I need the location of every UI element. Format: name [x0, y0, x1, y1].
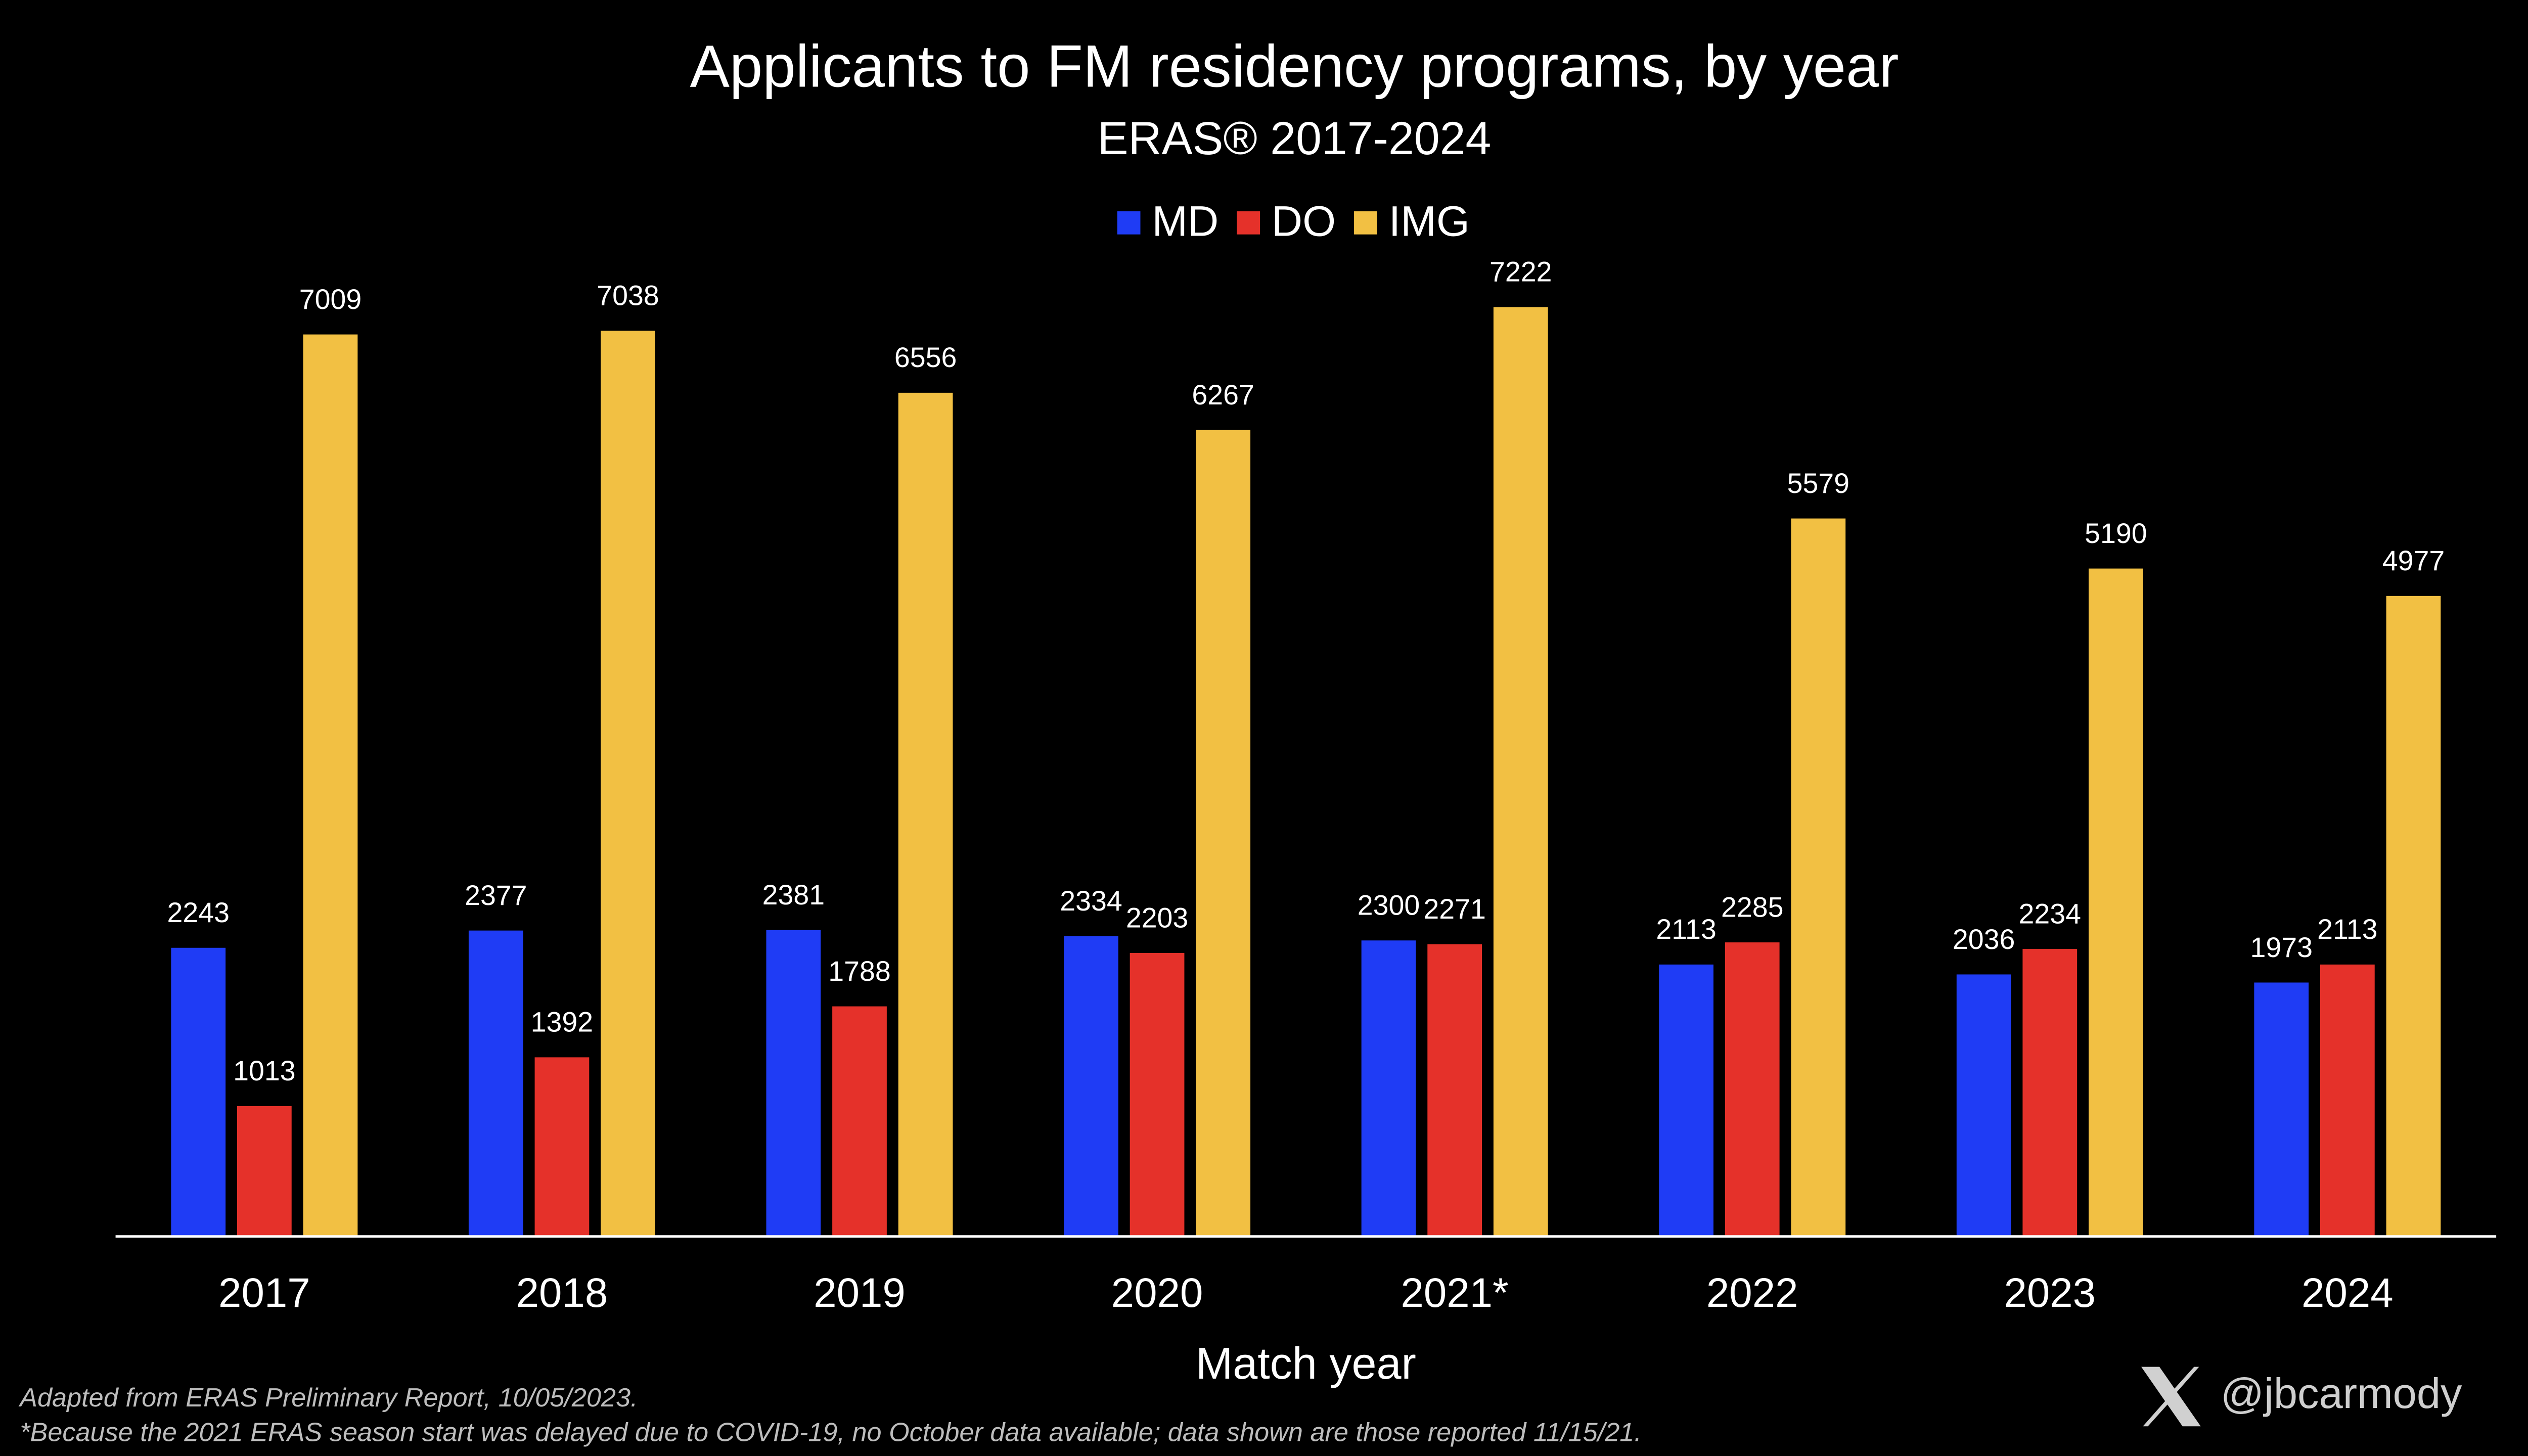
data-label: 7222 — [1489, 256, 1552, 288]
data-label: 2377 — [465, 880, 527, 911]
data-label: 2334 — [1060, 885, 1122, 917]
chart-title: Applicants to FM residency programs, by … — [690, 33, 1899, 99]
data-label: 5190 — [2085, 518, 2147, 549]
bar — [1956, 974, 2011, 1237]
bar — [1361, 940, 1416, 1237]
footnote: *Because the 2021 ERAS season start was … — [20, 1418, 1642, 1447]
data-label: 7038 — [597, 280, 659, 311]
legend-swatch — [1237, 211, 1260, 235]
legend-swatch — [1117, 211, 1141, 235]
bar — [1659, 964, 1713, 1237]
data-label: 1392 — [531, 1007, 593, 1038]
legend-label: IMG — [1389, 197, 1470, 245]
bar — [2320, 964, 2375, 1237]
data-label: 5579 — [1787, 468, 1849, 499]
legend-label: DO — [1272, 197, 1336, 245]
x-tick-label: 2021* — [1401, 1270, 1508, 1316]
x-tick-label: 2019 — [814, 1270, 906, 1316]
source-note: Adapted from ERAS Preliminary Report, 10… — [18, 1383, 638, 1413]
data-label: 1788 — [828, 956, 890, 987]
data-label: 2285 — [1721, 891, 1783, 923]
x-tick-label: 2024 — [2301, 1270, 2394, 1316]
data-label: 7009 — [299, 284, 362, 315]
bar — [832, 1006, 887, 1237]
bar — [2254, 982, 2309, 1237]
bar — [898, 392, 953, 1237]
bar — [1791, 518, 1846, 1237]
legend-item: DO — [1237, 197, 1336, 245]
bar — [2089, 568, 2143, 1237]
legend-item: IMG — [1354, 197, 1470, 245]
data-label: 6556 — [894, 342, 957, 373]
bar — [534, 1057, 590, 1237]
data-label: 2113 — [2317, 914, 2377, 945]
handle: @jbcarmody — [2221, 1369, 2462, 1417]
bar — [303, 334, 358, 1237]
legend-swatch — [1354, 211, 1377, 235]
bar — [1130, 952, 1185, 1237]
x-tick-label: 2022 — [1706, 1270, 1798, 1316]
bar — [1196, 430, 1251, 1237]
data-label: 6267 — [1192, 379, 1254, 411]
data-label: 1973 — [2250, 932, 2313, 963]
data-label: 2300 — [1358, 890, 1420, 921]
bar — [1064, 936, 1118, 1237]
bar — [1427, 944, 1482, 1237]
data-label: 2381 — [762, 879, 825, 911]
x-tick-label: 2017 — [218, 1270, 310, 1316]
data-label: 2036 — [1953, 924, 2015, 955]
bar — [601, 331, 655, 1237]
data-label: 2234 — [2019, 898, 2081, 929]
bar — [1493, 307, 1548, 1237]
bar — [2022, 949, 2078, 1237]
bar — [1725, 942, 1780, 1237]
x-tick-label: 2018 — [516, 1270, 608, 1316]
x-axis-label: Match year — [1196, 1338, 1416, 1388]
data-label: 2243 — [167, 897, 230, 928]
data-label: 2203 — [1126, 902, 1188, 933]
bar — [171, 947, 226, 1237]
bar — [766, 930, 821, 1237]
data-label: 2113 — [1656, 914, 1716, 945]
chart-subtitle: ERAS® 2017-2024 — [1098, 113, 1492, 164]
x-tick-label: 2023 — [2004, 1270, 2096, 1316]
x-tick-label: 2020 — [1111, 1270, 1203, 1316]
bar — [2386, 596, 2441, 1237]
data-label: 2271 — [1423, 893, 1485, 925]
data-label: 4977 — [2382, 545, 2445, 576]
legend-item: MD — [1117, 197, 1218, 245]
x-logo — [2141, 1367, 2201, 1427]
bar — [237, 1106, 292, 1237]
data-label: 1013 — [233, 1055, 295, 1086]
bar — [468, 930, 523, 1237]
legend-label: MD — [1152, 197, 1218, 245]
